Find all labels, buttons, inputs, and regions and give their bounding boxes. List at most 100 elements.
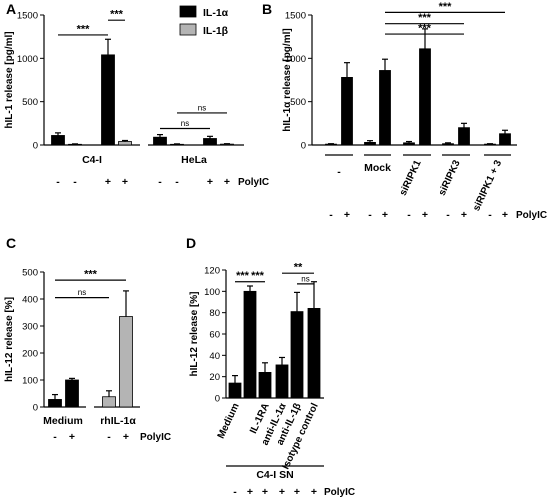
- panel-d-significance-label: ns: [301, 274, 309, 283]
- panel-b-bar: [419, 48, 431, 146]
- panel-b-bar: [379, 70, 391, 146]
- panel-d-y-tick-label: 100: [204, 287, 220, 298]
- panel-c-bar: [119, 316, 133, 408]
- panel-b-y-tick-label: 0: [301, 141, 306, 152]
- panel-c-significance-label: ***: [84, 269, 98, 281]
- panel-b-y-tick-label: 1000: [285, 54, 306, 65]
- panel-d-y-tick-label: 20: [209, 372, 220, 383]
- panel-a-polyic-sign: -: [175, 176, 179, 188]
- panel-a-significance-label: ***: [77, 23, 91, 35]
- panel-d-polyic-sign: +: [279, 486, 285, 498]
- panel-c-y-tick-label: 400: [22, 295, 38, 306]
- panel-label-d: D: [186, 235, 196, 251]
- panel-a-y-tick-label: 0: [33, 141, 38, 152]
- panel-b-significance-label: ***: [439, 1, 453, 13]
- panel-a-bar: [153, 136, 167, 146]
- panel-c-polyic-sign: +: [69, 431, 75, 443]
- panel-b-significance-label: ***: [418, 12, 432, 24]
- panel-c-y-tick-label: 500: [22, 268, 38, 279]
- panel-b-polyic-label: PolyIC: [516, 210, 547, 221]
- panel-a-polyic-sign: -: [73, 176, 77, 188]
- panel-a-polyic-sign: -: [56, 176, 60, 188]
- panel-a-y-tick-label: 1500: [17, 11, 38, 22]
- panel-b-polyic-sign: +: [422, 209, 428, 221]
- panel-b-y-axis-label: hIL-1α release [pg/ml]: [282, 28, 293, 131]
- panel-c-y-axis-label: hIL-12 release [%]: [4, 297, 15, 382]
- panel-a-polyic-sign: +: [207, 176, 213, 188]
- panel-d-bar: [307, 307, 321, 399]
- panel-d-y-tick-label: 60: [209, 330, 220, 341]
- panel-d-bar: [290, 311, 304, 399]
- panel-label-a: A: [6, 1, 16, 17]
- panel-a-bar: [118, 141, 132, 146]
- panel-c-polyic-label: PolyIC: [140, 432, 171, 443]
- panel-d-significance-label: ***: [251, 270, 265, 282]
- panel-a-legend-label: IL-1α: [203, 7, 229, 19]
- panel-c-y-tick-label: 0: [33, 403, 38, 414]
- panel-b-bar: [364, 141, 376, 146]
- panel-c-polyic-sign: -: [107, 431, 111, 443]
- panel-b-polyic-sign: +: [461, 209, 467, 221]
- panel-c-polyic-sign: -: [53, 431, 57, 443]
- panel-a-bar: [51, 135, 65, 146]
- panel-a-significance-label: ***: [110, 9, 124, 21]
- panel-b-polyic-sign: +: [382, 209, 388, 221]
- panel-b-bar: [403, 142, 415, 146]
- panel-d-significance-label: ***: [236, 270, 250, 282]
- panel-b-polyic-sign: -: [407, 209, 411, 221]
- panel-c-y-tick-label: 200: [22, 349, 38, 360]
- panel-a-significance-label: ns: [181, 119, 189, 128]
- panel-b-significance-label: ***: [418, 23, 432, 35]
- panel-a-significance-label: ns: [198, 103, 206, 112]
- panel-a-group-label: C4-I: [82, 154, 102, 166]
- panel-d-bar: [228, 382, 242, 399]
- panel-b-bar: [341, 77, 353, 146]
- panel-d-polyic-sign: +: [247, 486, 253, 498]
- panel-a-y-axis-label: hIL-1 release [pg/ml]: [4, 31, 15, 128]
- panel-a-legend-swatch: [179, 5, 197, 18]
- panel-b-bar: [499, 133, 511, 146]
- panel-b-bar: [442, 143, 454, 146]
- panel-d-polyic-sign: +: [294, 486, 300, 498]
- panel-a-polyic-label: PolyIC: [238, 177, 269, 188]
- panel-d-bar: [275, 364, 289, 399]
- panel-b-group-label: siRIPK1: [398, 158, 424, 197]
- panel-d-polyic-sign: -: [233, 486, 237, 498]
- panel-a-polyic-sign: +: [105, 176, 111, 188]
- panel-b-group-label: Mock: [364, 162, 391, 174]
- panel-b-polyic-sign: +: [344, 209, 350, 221]
- panel-c-significance-label: ns: [78, 288, 86, 297]
- panel-c-chart: 0 100 200 300 400 500 hIL-12 release [%] *** ns M…: [4, 268, 171, 444]
- panel-c-group-label: rhIL-1α: [100, 415, 136, 427]
- panel-label-c: C: [6, 235, 16, 251]
- panel-a-bar: [101, 54, 115, 146]
- panel-c-bar: [102, 396, 116, 408]
- panel-d-category-label: Medium: [216, 402, 242, 441]
- panel-d-y-tick-label: 0: [215, 394, 220, 405]
- panel-d-polyic-sign: +: [311, 486, 317, 498]
- panel-label-b: B: [262, 1, 272, 17]
- panel-d-c4i-sn-label: C4-I SN: [256, 469, 293, 481]
- panel-b-group-label: -: [337, 166, 341, 178]
- panel-a-bar: [203, 138, 217, 146]
- panel-b-polyic-sign: +: [502, 209, 508, 221]
- panel-b-bar: [458, 127, 470, 146]
- panel-b-group-label: siRIPK1 + 3: [471, 158, 504, 213]
- panel-b-polyic-sign: -: [488, 209, 492, 221]
- panel-b-polyic-sign: -: [446, 209, 450, 221]
- panel-a-y-tick-label: 1000: [17, 54, 38, 65]
- panel-d-y-tick-label: 120: [204, 266, 220, 277]
- panel-d-polyic-label: PolyIC: [324, 487, 355, 498]
- panel-c-y-tick-label: 100: [22, 376, 38, 387]
- panel-c-y-tick-label: 300: [22, 322, 38, 333]
- panel-d-y-axis-label: hIL-12 release [%]: [189, 291, 200, 376]
- panel-b-polyic-sign: -: [368, 209, 372, 221]
- panel-b-polyic-sign: -: [329, 209, 333, 221]
- panel-d-y-tick-label: 80: [209, 308, 220, 319]
- panel-a-polyic-sign: +: [224, 176, 230, 188]
- panel-b-group-label: siRIPK3: [437, 158, 463, 197]
